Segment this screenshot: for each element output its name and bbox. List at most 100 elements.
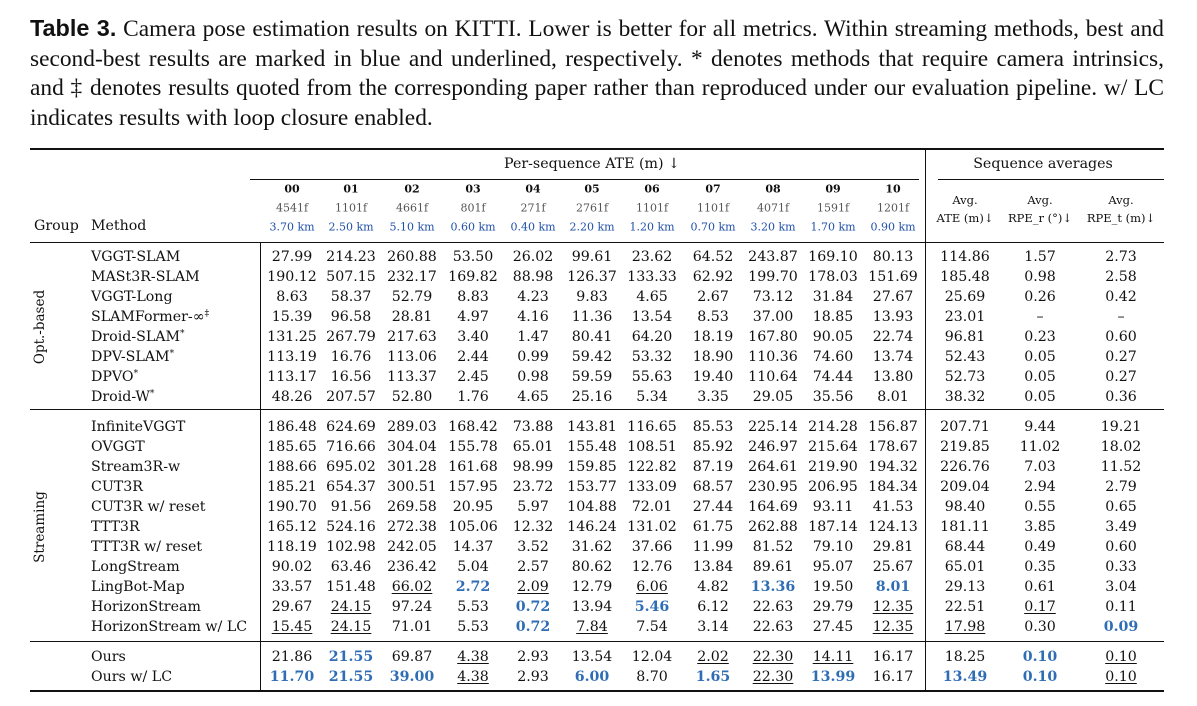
ate-value: 29.81 — [872, 538, 914, 555]
ate-value: 165.12 — [267, 518, 317, 535]
averages-rule — [938, 179, 1164, 180]
ate-value: 6.06 — [636, 578, 668, 595]
ate-value: 190.12 — [267, 268, 317, 285]
method-name: TTT3R — [91, 518, 140, 535]
ate-value: 3.14 — [697, 618, 729, 635]
ate-value: 33.57 — [271, 578, 313, 595]
ate-value: 41.53 — [872, 498, 914, 515]
method-name: MASt3R-SLAM — [91, 268, 200, 285]
sequence-frames: 1101f — [334, 201, 368, 215]
ate-value: 96.58 — [330, 308, 372, 325]
method-name: Droid-W* — [91, 388, 155, 405]
ate-value: 61.75 — [692, 518, 734, 535]
average-value: 13.49 — [942, 668, 988, 685]
ate-value: 206.95 — [808, 478, 858, 495]
group-label: Streaming — [32, 490, 48, 563]
average-value: 2.73 — [1105, 249, 1137, 265]
ate-value: 72.01 — [631, 498, 673, 515]
table-caption: Table 3. Camera pose estimation results … — [30, 14, 1164, 133]
ate-value: 118.19 — [267, 538, 317, 555]
ate-value: 143.81 — [567, 419, 617, 435]
average-value: 226.76 — [940, 458, 990, 475]
ate-value: 13.99 — [810, 668, 856, 685]
ate-value: 53.32 — [631, 348, 673, 365]
average-value: 7.03 — [1024, 458, 1056, 475]
ate-value: 4.38 — [457, 668, 489, 685]
ate-value: 27.67 — [872, 288, 914, 305]
method-name: LingBot-Map — [91, 578, 185, 595]
sequence-length: 2.20 km — [569, 220, 615, 234]
ate-value: 59.59 — [571, 368, 613, 385]
sequence-id: 09 — [825, 182, 841, 196]
ate-value: 5.46 — [634, 598, 670, 615]
average-value: 18.25 — [944, 649, 986, 665]
ate-value: 246.97 — [748, 438, 798, 455]
average-value: 2.94 — [1024, 478, 1056, 495]
ate-value: 7.84 — [576, 618, 608, 635]
ate-value: 0.72 — [515, 598, 551, 615]
ate-value: 28.81 — [391, 308, 433, 325]
average-value: 0.27 — [1105, 368, 1137, 385]
method-name: TTT3R w/ reset — [91, 538, 203, 555]
average-value: 11.52 — [1100, 458, 1142, 475]
average-value: 0.05 — [1024, 388, 1056, 405]
ate-value: 242.05 — [387, 538, 437, 555]
ate-value: 289.03 — [387, 419, 437, 435]
ate-value: 4.65 — [517, 388, 549, 405]
average-value: 0.36 — [1105, 388, 1137, 405]
average-value: 65.01 — [944, 558, 986, 575]
ate-value: 0.98 — [517, 368, 549, 385]
ate-value: 716.66 — [326, 438, 376, 455]
ate-value: 85.92 — [692, 438, 734, 455]
average-value: 25.69 — [944, 288, 986, 305]
sequence-frames: 4541f — [275, 201, 309, 215]
ate-value: 90.02 — [271, 558, 313, 575]
average-value: 3.04 — [1105, 578, 1137, 595]
ate-value: 22.74 — [872, 328, 914, 345]
ate-value: 243.87 — [748, 249, 798, 265]
sequence-frames: 4661f — [395, 201, 429, 215]
ate-value: 27.45 — [812, 618, 854, 635]
ate-value: 3.52 — [517, 538, 549, 555]
ate-value: 13.74 — [872, 348, 914, 365]
ate-value: 52.79 — [391, 288, 433, 305]
ate-value: 8.70 — [636, 668, 668, 685]
ate-value: 21.55 — [328, 649, 374, 665]
ate-value: 186.48 — [267, 419, 317, 435]
sequence-length: 5.10 km — [389, 220, 435, 234]
top-rule — [30, 148, 1164, 150]
sequence-length: 3.20 km — [750, 220, 796, 234]
ate-value: 7.54 — [636, 618, 668, 635]
sequence-id: 07 — [705, 182, 721, 196]
ate-value: 113.17 — [267, 368, 317, 385]
method-separator — [260, 242, 261, 690]
method-name: VGGT-Long — [91, 288, 173, 305]
ate-value: 80.13 — [872, 249, 914, 265]
ate-value: 66.02 — [391, 578, 433, 595]
ate-value: 13.84 — [692, 558, 734, 575]
ate-value: 5.53 — [457, 618, 489, 635]
ate-value: 29.05 — [752, 388, 794, 405]
ate-value: 232.17 — [387, 268, 437, 285]
average-value: 9.44 — [1024, 419, 1056, 435]
ate-value: 24.15 — [330, 598, 372, 615]
ate-value: 1.65 — [695, 668, 731, 685]
average-header-top: Avg. — [1027, 193, 1053, 207]
ate-value: 3.35 — [697, 388, 729, 405]
average-value: 207.71 — [940, 419, 990, 435]
group-column-header: Group — [34, 218, 79, 234]
ate-value: 8.01 — [875, 578, 911, 595]
ate-value: 104.88 — [567, 498, 617, 515]
method-mark: * — [180, 328, 185, 339]
sequence-length: 0.70 km — [690, 220, 736, 234]
ate-value: 23.62 — [631, 249, 673, 265]
ate-value: 187.14 — [808, 518, 858, 535]
ate-value: 63.46 — [330, 558, 372, 575]
average-header-top: Avg. — [1108, 193, 1134, 207]
ate-value: 4.65 — [636, 288, 668, 305]
ate-value: 69.87 — [391, 649, 433, 665]
ate-value: 131.25 — [267, 328, 317, 345]
ate-value: 22.30 — [752, 668, 794, 685]
average-value: 22.51 — [944, 598, 986, 615]
ate-value: 90.05 — [812, 328, 854, 345]
